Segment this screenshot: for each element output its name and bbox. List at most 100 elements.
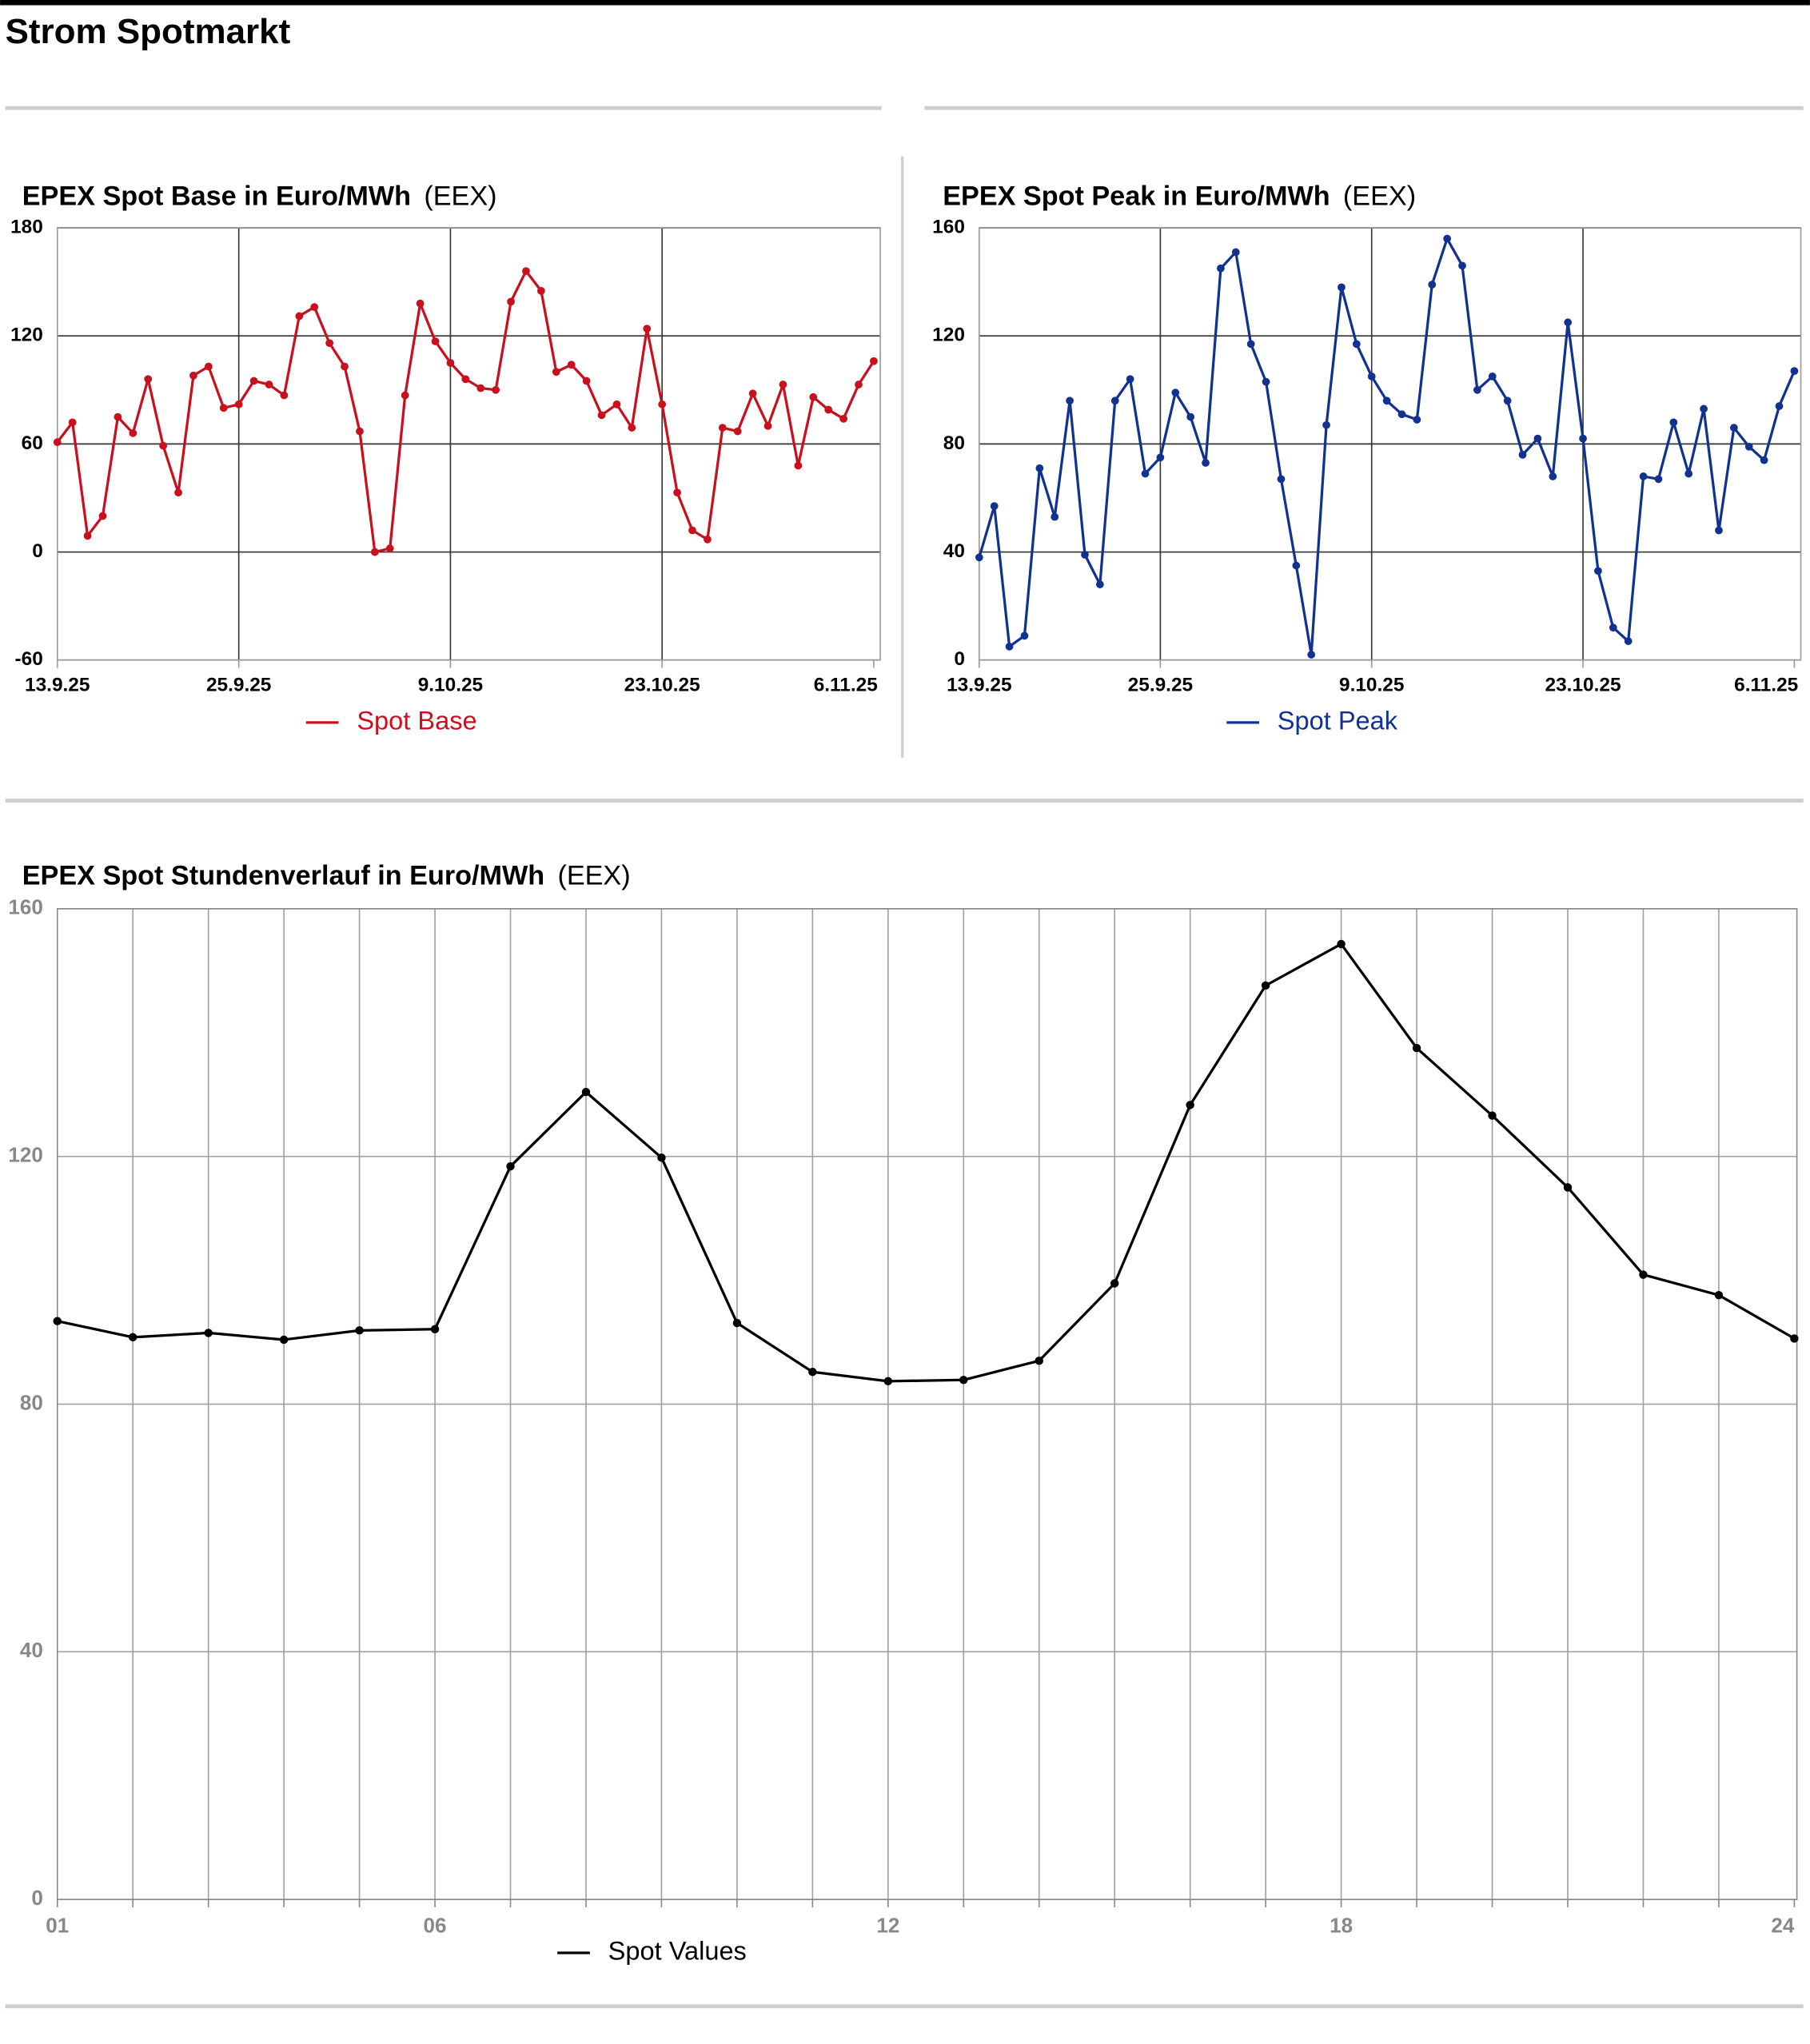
data-point [1563,1183,1573,1192]
data-point [355,1326,364,1335]
x-tick-label: 12 [876,1913,899,1937]
data-point [1005,642,1014,651]
data-point [1095,580,1104,588]
data-point [658,400,667,408]
data-point [673,488,681,497]
x-tick-label: 23.10.25 [624,675,700,696]
data-point [219,404,228,412]
data-point [401,391,409,400]
data-point [808,1368,817,1377]
data-point [1126,375,1134,384]
data-point [1262,377,1270,386]
data-point [1292,561,1301,570]
x-tick-label: 6.11.25 [814,675,878,696]
data-point [446,359,455,367]
data-point [431,337,440,345]
y-tick-label: 80 [943,432,965,454]
data-point [310,303,319,312]
legend-label: Spot Base [357,707,476,735]
y-tick-label: 80 [20,1390,43,1414]
data-point [144,375,153,384]
data-point [1428,281,1437,289]
data-point [824,405,833,414]
data-point [1261,981,1270,990]
data-point [1035,1357,1043,1365]
y-tick-label: 40 [20,1638,43,1662]
data-point [732,1318,742,1328]
data-point [68,418,77,427]
data-point [128,1333,138,1342]
data-point [1367,373,1376,381]
y-tick-label: 40 [943,540,965,562]
data-point [461,375,470,384]
data-point [704,535,712,544]
data-point [1277,475,1286,484]
data-point [718,424,727,432]
x-tick-label: 6.11.25 [1734,675,1798,696]
data-point [1790,367,1799,376]
x-tick-label: 13.9.25 [947,675,1011,696]
data-point [522,267,530,275]
data-point [794,461,803,470]
data-point [1338,283,1346,292]
plot-frame [56,907,1798,1901]
data-point [959,1376,968,1385]
data-point [1775,402,1784,410]
y-tick-label: 60 [22,432,43,454]
chart-title-main: EPEX Spot Peak in Euro/MWh [943,181,1330,212]
data-point [1231,248,1240,257]
data-point [1458,261,1466,270]
data-point [1397,410,1406,419]
data-point [581,1087,591,1097]
data-point [612,400,621,408]
data-point [1443,234,1452,243]
data-point [839,414,847,423]
data-point [234,400,243,408]
data-point [1654,475,1663,484]
data-point [83,532,92,540]
chart-title: EPEX Spot Base in Euro/MWh (EEX) [22,181,497,212]
data-point [1051,512,1059,521]
data-point [1020,632,1029,640]
data-point [370,548,379,556]
data-point [1337,939,1346,949]
data-point [341,362,349,371]
data-point [1700,404,1708,413]
data-point [1760,456,1768,464]
data-point [1488,373,1497,381]
data-point [1246,340,1255,349]
y-tick-label: 120 [10,325,43,346]
data-point [567,361,576,369]
data-point [265,381,273,388]
data-point [870,357,878,365]
page-title: Strom Spotmarkt [6,12,291,51]
data-point [1533,434,1542,443]
data-point [129,428,138,437]
data-point [1503,396,1512,405]
data-point [1549,472,1557,480]
data-point [1322,420,1330,429]
data-point [1081,551,1089,559]
data-point [1352,340,1361,349]
data-point [552,368,560,377]
y-tick-label: 0 [954,648,965,670]
y-tick-label: 120 [8,1143,42,1167]
data-point [1217,264,1225,273]
data-point [174,488,182,497]
x-tick-label: 06 [424,1913,447,1937]
plot-frame [979,227,1802,661]
data-point [53,1317,62,1325]
data-point [763,421,772,430]
data-point [1307,651,1316,659]
data-point [159,441,168,450]
chart-title-main: EPEX Spot Base in Euro/MWh [22,181,411,212]
y-tick-label: 160 [932,216,965,237]
y-tick-label: 0 [31,1886,43,1910]
series-line [57,942,1796,1383]
data-point [536,286,545,295]
data-point [249,377,258,385]
data-point [506,1161,515,1171]
data-point [1518,451,1527,459]
